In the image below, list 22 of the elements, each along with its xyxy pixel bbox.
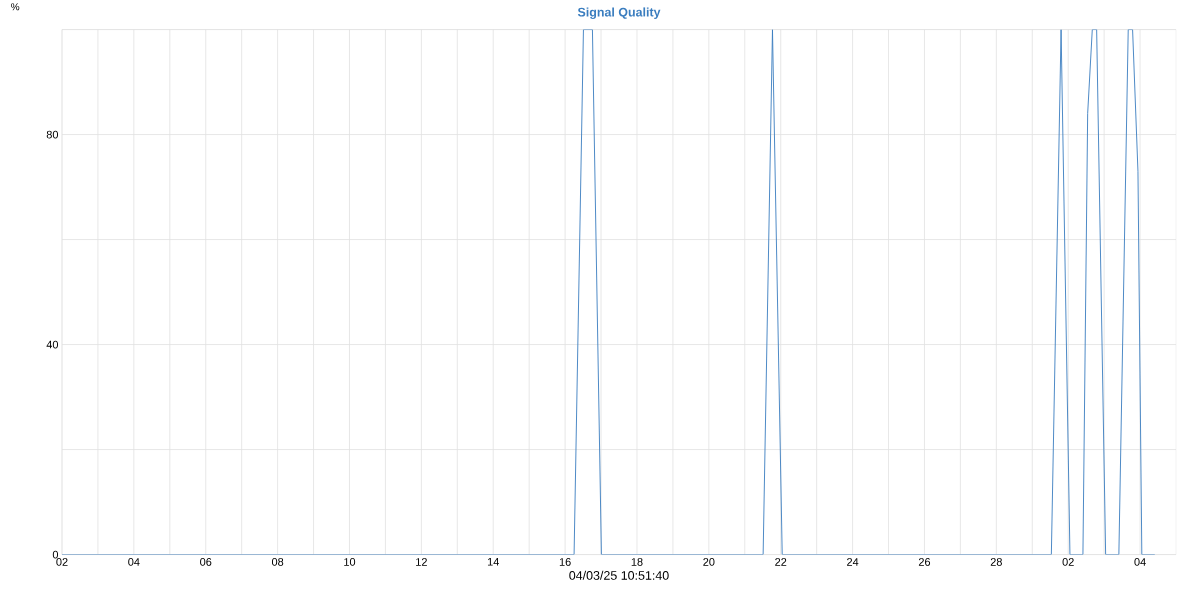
x-tick-label: 20 xyxy=(703,558,715,567)
x-tick-label: 10 xyxy=(344,558,356,567)
y-tick-label: 80 xyxy=(46,130,59,139)
x-tick-label: 24 xyxy=(847,558,859,566)
x-tick-label: 28 xyxy=(990,558,1002,567)
x-tick-label: 12 xyxy=(416,558,427,566)
x-tick-label: 08 xyxy=(271,558,284,567)
x-tick-label: 16 xyxy=(559,558,571,567)
chart-title: Signal Quality xyxy=(577,7,661,20)
x-tick-label: 02 xyxy=(56,558,68,567)
y-tick-label: 40 xyxy=(46,340,59,349)
y-axis-title: % xyxy=(11,3,20,11)
x-tick-label: 22 xyxy=(775,558,787,566)
y-tick-label: 0 xyxy=(52,550,59,559)
x-tick-label: 04 xyxy=(1134,558,1146,567)
x-axis-title: 04/03/25 10:51:40 xyxy=(569,570,669,581)
x-tick-label: 26 xyxy=(918,558,931,567)
x-tick-label: 04 xyxy=(128,558,140,567)
x-tick-label: 14 xyxy=(487,558,499,566)
x-tick-label: 18 xyxy=(631,558,643,567)
x-tick-label: 02 xyxy=(1062,558,1074,567)
x-tick-label: 06 xyxy=(200,558,212,567)
